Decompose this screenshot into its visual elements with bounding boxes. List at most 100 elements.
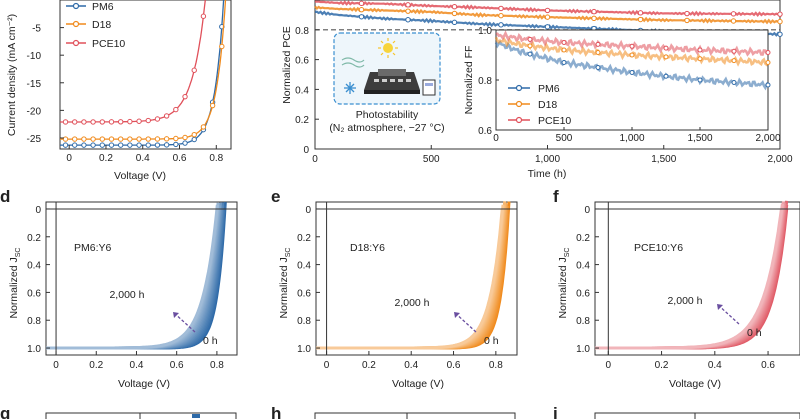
- stability-xtick-label: 500: [423, 154, 440, 165]
- ff-marker-pm6: [731, 80, 737, 85]
- panel-e-curves: [316, 201, 517, 355]
- panel-d-ytick-label: 0.2: [27, 233, 41, 244]
- panel-d-frame: [45, 201, 238, 356]
- panel-d-time-arrowhead: [173, 312, 179, 318]
- panel-d-label-2000h: 2,000 h: [109, 289, 144, 301]
- jv-marker-d18: [191, 131, 197, 138]
- jv-legend: PM6 D18 PCE10: [66, 1, 125, 50]
- ff-marker-d18: [663, 54, 669, 60]
- ff-ytick-label: 1.0: [478, 26, 492, 37]
- jv-xtick-label: 0.8: [209, 153, 223, 164]
- panel-d-ylabel: Normalized JSC: [8, 247, 22, 318]
- panel-f-ylabel: Normalized JSC: [557, 247, 571, 318]
- photostability-illustration: Photostability (N₂ atmosphere, −27 °C): [329, 32, 445, 134]
- panel-f-ytick-label: 0.6: [576, 288, 590, 299]
- stability-marker-pce10: [544, 7, 551, 14]
- jv-marker-pce10: [173, 106, 179, 113]
- ff-xtick-label: 2,000: [755, 133, 780, 144]
- ff-marker-pce10: [595, 41, 601, 47]
- stability-marker-pce10: [405, 2, 411, 8]
- jv-marker-pm6: [72, 142, 78, 148]
- stability-marker-d18: [451, 10, 458, 17]
- stability-panel: 0 500 1,000 1,500 2,000 0.8 0.6 0.4 0.2 0 Normali…: [281, 0, 793, 180]
- ff-marker-pm6: [697, 77, 703, 83]
- ff-marker-pm6: [595, 65, 601, 70]
- jv-marker-pce10: [99, 119, 105, 125]
- panel-e-ylabel-sub: SC: [285, 247, 292, 257]
- stability-marker-pce10: [637, 10, 644, 16]
- jv-marker-pce10: [117, 119, 124, 125]
- panel-d-ylabel-sub: SC: [15, 247, 22, 257]
- ff-xtick-label: 1,000: [619, 133, 644, 144]
- jv-marker-d18: [127, 136, 133, 142]
- panel-e-letter: e: [271, 187, 280, 206]
- panel-e-xlabel: Voltage (V): [392, 378, 444, 390]
- stability-xtick-label: 1,000: [535, 154, 560, 165]
- stability-ticks: 0 500 1,000 1,500 2,000 0.8 0.6 0.4 0.2 0: [295, 26, 793, 165]
- ff-ytick-label: 0.8: [478, 76, 492, 87]
- panel-f-time-arrowhead: [717, 304, 723, 310]
- ff-marker-pce10: [561, 40, 567, 45]
- panel-f-ytick-label: 0.4: [576, 261, 590, 272]
- panel-e-ytick-label: 0: [305, 205, 311, 216]
- jv-xtick-label: 0.6: [173, 153, 187, 164]
- jv-marker-d18: [117, 136, 124, 142]
- panel-d-ytick-label: 0.8: [27, 316, 41, 327]
- panel-f-label: PCE10:Y6: [634, 242, 683, 254]
- jv-marker-pce10: [145, 117, 151, 124]
- stability-xtick-label: 2,000: [767, 154, 792, 165]
- jv-marker-pm6: [99, 142, 105, 148]
- panel-e-ytick-label: 0.2: [297, 233, 311, 244]
- panel-d-label-0h: 0 h: [203, 335, 218, 347]
- panel-f-xlabel: Voltage (V): [669, 378, 721, 390]
- panel-f-letter: f: [553, 187, 559, 206]
- jv-ytick-label: -5: [32, 24, 41, 35]
- panel-d-ytick-label: 1.0: [27, 344, 41, 355]
- jv-marker-pce10: [90, 119, 96, 125]
- ff-legend-d18: D18: [538, 99, 557, 111]
- jv-marker-d18: [163, 136, 170, 142]
- panel-e: e 0 0.2 0.4 0.6 0.8 0 0.2 0.4 0.6 0.8 1.0 2,000 h 0 …: [271, 187, 518, 390]
- panel-e-ylabel: Normalized JSC: [278, 247, 292, 318]
- photostability-condition: (N₂ atmosphere, −27 °C): [329, 122, 444, 134]
- jv-marker-pce10: [163, 113, 170, 119]
- jv-marker-pm6: [173, 141, 179, 148]
- stability-xtick-label: 1,500: [651, 154, 676, 165]
- jv-legend-pce10: PCE10: [92, 38, 125, 50]
- panel-g-letter: g: [0, 404, 10, 419]
- ff-legend-pce10: PCE10: [538, 115, 571, 127]
- jv-marker-d18: [90, 136, 96, 142]
- ff-inset: 0 500 1,000 1,500 2,000 1.0 0.8 0.6 Normalized …: [463, 26, 781, 144]
- jv-marker-d18: [200, 124, 207, 130]
- stability-marker-pce10: [730, 11, 737, 17]
- panel-f: f 0 0.2 0.4 0.6 0 0.2 0.4 0.6 0.8 1.0 2,000 h 0 h P…: [553, 187, 800, 390]
- jv-marker-d18: [99, 136, 105, 142]
- jv-line-pce10: [60, 0, 206, 123]
- jv-marker-pm6: [117, 142, 124, 148]
- ff-marker-pce10: [629, 43, 635, 49]
- jv-marker-pm6: [90, 142, 96, 148]
- ff-marker-pm6: [629, 70, 635, 75]
- panel-f-xtick-label: 0.4: [708, 360, 722, 371]
- stability-marker-pce10: [684, 10, 690, 17]
- wind-icon: [341, 57, 365, 68]
- ff-marker-d18: [697, 56, 703, 62]
- panel-f-ytick-label: 0.2: [576, 233, 590, 244]
- jv-ytick-label: -10: [27, 51, 42, 62]
- stability-ytick-label: 0.8: [295, 26, 309, 37]
- panel-e-ytick-label: 1.0: [297, 344, 311, 355]
- panel-e-xtick-label: 0.8: [489, 360, 503, 371]
- ff-marker-pce10: [663, 45, 669, 51]
- stability-ytick-label: 0: [303, 145, 309, 156]
- panel-e-ytick-label: 0.8: [297, 316, 311, 327]
- jv-ticks: 0 0.2 0.4 0.6 0.8 -5 -10 -15 -20 -25: [27, 24, 224, 164]
- panel-e-curve: [316, 209, 508, 350]
- stability-ytick-label: 0.6: [295, 56, 309, 67]
- panel-f-ylabel-main: Normalized J: [557, 257, 569, 318]
- ff-inset-ticks: 0 500 1,000 1,500 2,000 1.0 0.8 0.6: [478, 26, 781, 144]
- panel-d-xlabel: Voltage (V): [118, 378, 170, 390]
- jv-series-layer: [60, 0, 227, 148]
- jv-marker-d18: [219, 43, 225, 50]
- panel-e-label: D18:Y6: [350, 242, 385, 254]
